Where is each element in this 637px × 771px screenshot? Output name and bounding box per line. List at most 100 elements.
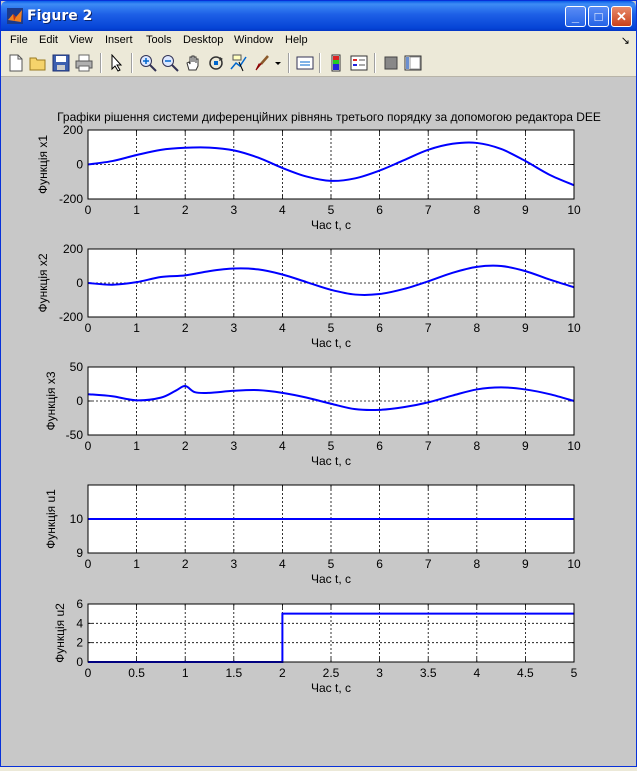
subplot-3-ylabel: Функція x3 (44, 371, 58, 430)
x-tick-label: 3 (230, 439, 237, 453)
subplot-4-xlabel: Час t, с (311, 572, 351, 586)
x-tick-label: 5 (328, 203, 335, 217)
save-icon[interactable] (52, 54, 70, 72)
data-cursor-icon[interactable] (230, 54, 248, 72)
toolbar-separator (100, 53, 102, 73)
y-tick-label: 0 (76, 394, 83, 408)
x-tick-label: 4 (279, 439, 286, 453)
x-tick-label: 6 (376, 203, 383, 217)
x-tick-label: 0 (85, 439, 92, 453)
menu-insert[interactable]: Insert (105, 34, 133, 46)
x-tick-label: 1 (133, 203, 140, 217)
hide-plot-tools-icon[interactable] (382, 54, 400, 72)
x-tick-label: 6 (376, 439, 383, 453)
y-tick-label: -200 (59, 310, 83, 324)
pointer-icon[interactable] (108, 54, 126, 72)
x-tick-label: 3.5 (420, 666, 437, 680)
x-tick-label: 5 (328, 439, 335, 453)
subplot-2-series-line (87, 264, 575, 296)
subplot-3-series-line (87, 385, 575, 412)
minimize-button[interactable]: _ (565, 6, 586, 27)
toolbar-separator (374, 53, 376, 73)
x-tick-label: 7 (425, 321, 432, 335)
link-icon[interactable] (296, 54, 314, 72)
window-title: Figure 2 (27, 8, 93, 24)
subplot-4-axes-border (87, 484, 575, 554)
x-tick-label: 0 (85, 557, 92, 571)
rotate-3d-icon[interactable] (207, 54, 225, 72)
subplot-1-ylabel: Функція x1 (36, 135, 50, 194)
subplot-5-ylabel: Функція u2 (53, 603, 67, 663)
subplot-5-xlabel: Час t, с (311, 681, 351, 695)
subplot-3-axes-border (87, 366, 575, 436)
x-tick-label: 8 (473, 439, 480, 453)
x-tick-label: 9 (522, 203, 529, 217)
x-tick-label: 8 (473, 557, 480, 571)
x-tick-label: 3 (376, 666, 383, 680)
x-tick-label: 6 (376, 557, 383, 571)
x-tick-label: 1 (133, 557, 140, 571)
brush-dropdown-icon[interactable] (273, 54, 283, 72)
dock-arrow-icon[interactable]: ↘ (620, 35, 630, 47)
x-tick-label: 0 (85, 321, 92, 335)
pan-icon[interactable] (184, 54, 202, 72)
close-button[interactable]: ✕ (611, 6, 632, 27)
show-plot-tools-icon[interactable] (404, 54, 422, 72)
y-tick-label: 0 (76, 276, 83, 290)
menu-help[interactable]: Help (285, 34, 308, 46)
menu-window[interactable]: Window (234, 34, 274, 46)
title-bar[interactable]: Figure 2 _ □ ✕ (1, 1, 636, 31)
subplot-1-series-line (87, 141, 575, 187)
y-tick-label: -200 (59, 192, 83, 206)
x-tick-label: 2 (182, 439, 189, 453)
x-tick-label: 10 (567, 439, 581, 453)
print-icon[interactable] (75, 54, 93, 72)
y-tick-label: 4 (76, 616, 83, 630)
zoom-out-icon[interactable] (161, 54, 179, 72)
subplot-2-axes-border (87, 248, 575, 318)
y-tick-label: 0 (76, 158, 83, 172)
y-tick-label: 10 (70, 512, 84, 526)
figure-title: Графіки рішення системи диференційних рі… (57, 110, 601, 124)
x-tick-label: 2 (182, 557, 189, 571)
x-tick-label: 5 (571, 666, 578, 680)
x-tick-label: 10 (567, 557, 581, 571)
x-tick-label: 4.5 (517, 666, 534, 680)
menu-view[interactable]: View (69, 34, 93, 46)
open-file-icon[interactable] (29, 54, 47, 72)
menu-tools[interactable]: Tools (146, 34, 172, 46)
toolbar-separator (131, 53, 133, 73)
x-tick-label: 2.5 (323, 666, 340, 680)
y-tick-label: 200 (63, 123, 83, 137)
menu-bar: File Edit View Insert Tools Desktop Wind… (1, 31, 636, 50)
subplot-2-xlabel: Час t, с (311, 336, 351, 350)
x-tick-label: 9 (522, 321, 529, 335)
colorbar-icon[interactable] (327, 54, 345, 72)
menu-desktop[interactable]: Desktop (183, 34, 224, 46)
x-tick-label: 0 (85, 203, 92, 217)
brush-icon[interactable] (253, 54, 271, 72)
x-tick-label: 9 (522, 439, 529, 453)
x-tick-label: 4 (279, 203, 286, 217)
new-figure-icon[interactable] (7, 54, 25, 72)
maximize-button[interactable]: □ (588, 6, 609, 27)
y-tick-label: 200 (63, 242, 83, 256)
y-tick-label: 0 (76, 655, 83, 669)
y-tick-label: 6 (76, 597, 83, 611)
zoom-in-icon[interactable] (139, 54, 157, 72)
x-tick-label: 0.5 (128, 666, 145, 680)
x-tick-label: 8 (473, 203, 480, 217)
x-tick-label: 3 (230, 557, 237, 571)
toolbar (1, 50, 636, 77)
x-tick-label: 7 (425, 557, 432, 571)
x-tick-label: 6 (376, 321, 383, 335)
x-tick-label: 2 (182, 203, 189, 217)
legend-icon[interactable] (350, 54, 368, 72)
subplot-5-axes-border (87, 603, 575, 663)
subplot-4-ylabel: Функція u1 (44, 489, 58, 549)
menu-edit[interactable]: Edit (39, 34, 58, 46)
x-tick-label: 9 (522, 557, 529, 571)
x-tick-label: 4 (473, 666, 480, 680)
toolbar-separator (288, 53, 290, 73)
menu-file[interactable]: File (10, 34, 28, 46)
